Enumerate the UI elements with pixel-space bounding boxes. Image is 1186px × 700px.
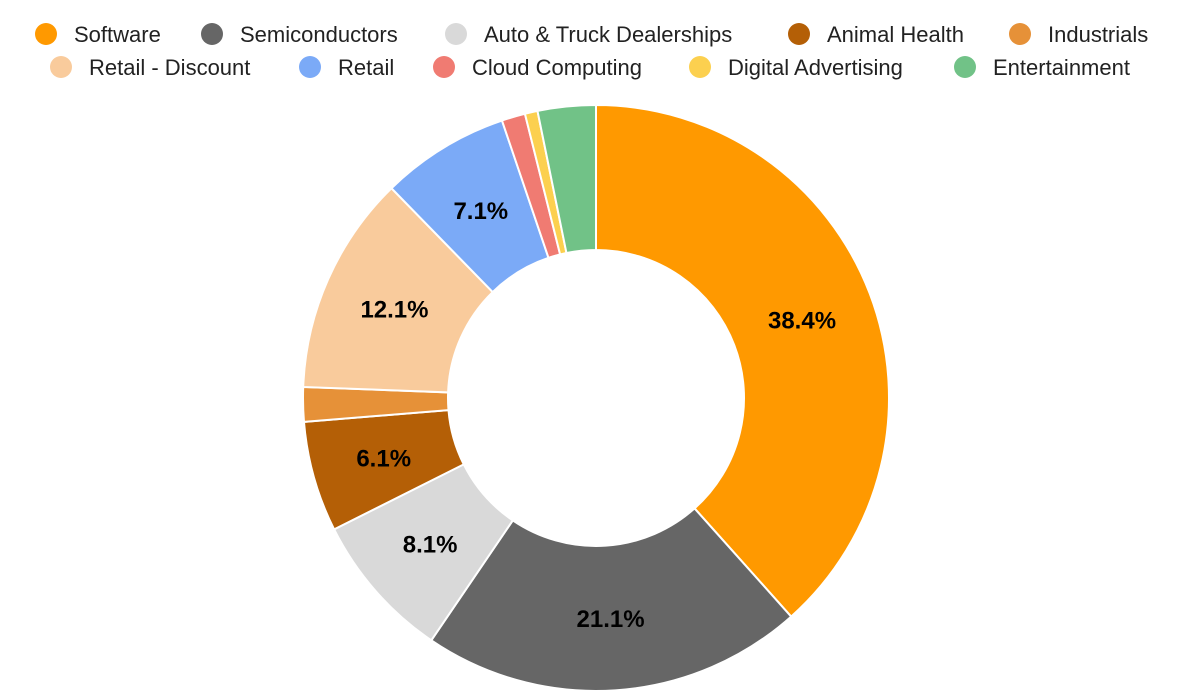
slice-label-auto-truck-dealerships: 8.1%	[403, 531, 458, 558]
legend-item-software: Software	[35, 22, 161, 47]
legend-item-cloud-computing: Cloud Computing	[433, 55, 642, 80]
legend-label: Retail	[338, 55, 394, 80]
slice-label-software: 38.4%	[768, 307, 836, 334]
legend-swatch	[1009, 23, 1031, 45]
legend-label: Cloud Computing	[472, 55, 642, 80]
slice-software	[595, 103, 890, 618]
legend-swatch	[50, 56, 72, 78]
legend-label: Digital Advertising	[728, 55, 903, 80]
legend-label: Retail - Discount	[89, 55, 250, 80]
legend-item-auto-truck-dealerships: Auto & Truck Dealerships	[445, 22, 732, 47]
legend-label: Semiconductors	[240, 22, 398, 47]
legend-label: Auto & Truck Dealerships	[484, 22, 732, 47]
slice-entertainment	[536, 103, 597, 255]
legend-swatch	[689, 56, 711, 78]
legend-label: Industrials	[1048, 22, 1148, 47]
legend-swatch	[954, 56, 976, 78]
slice-labels: 38.4% 21.1% 8.1% 6.1% 12.1% 7.1%	[356, 198, 836, 633]
legend-item-semiconductors: Semiconductors	[201, 22, 398, 47]
legend-swatch	[299, 56, 321, 78]
legend-swatch	[201, 23, 223, 45]
legend-label: Animal Health	[827, 22, 964, 47]
legend: Software Semiconductors Auto & Truck Deale…	[35, 22, 1148, 80]
slice-label-retail: 7.1%	[453, 198, 508, 225]
legend-item-digital-advertising: Digital Advertising	[689, 55, 903, 80]
legend-label: Software	[74, 22, 161, 47]
legend-item-retail: Retail	[299, 55, 394, 80]
legend-swatch	[445, 23, 467, 45]
legend-item-animal-health: Animal Health	[788, 22, 964, 47]
legend-swatch	[788, 23, 810, 45]
legend-label: Entertainment	[993, 55, 1130, 80]
slice-label-semiconductors: 21.1%	[577, 606, 645, 633]
slice-label-retail-discount: 12.1%	[360, 297, 428, 324]
donut-slices	[302, 103, 890, 692]
legend-swatch	[433, 56, 455, 78]
legend-item-entertainment: Entertainment	[954, 55, 1130, 80]
legend-item-retail-discount: Retail - Discount	[50, 55, 250, 80]
slice-label-animal-health: 6.1%	[356, 446, 411, 473]
legend-swatch	[35, 23, 57, 45]
slice-semiconductors	[429, 506, 793, 692]
legend-item-industrials: Industrials	[1009, 22, 1148, 47]
